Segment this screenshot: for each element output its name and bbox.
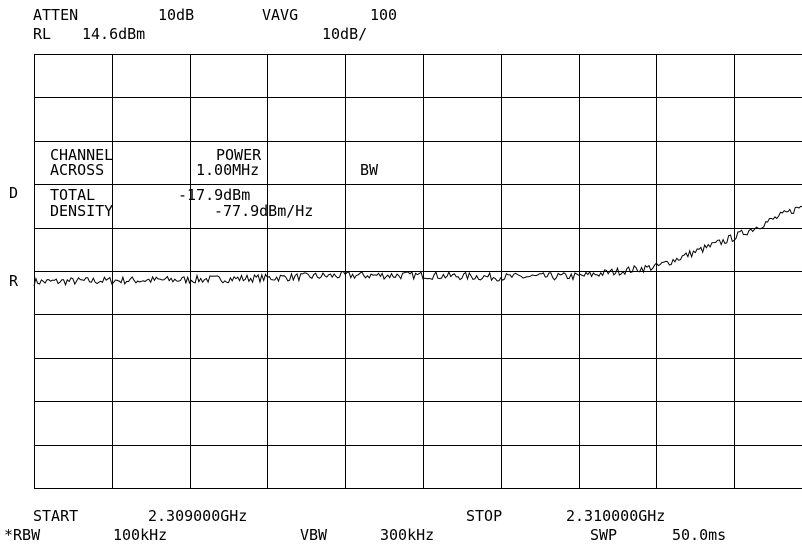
start-label: START bbox=[33, 507, 79, 525]
density-value: -77.9dBm/Hz bbox=[214, 202, 314, 220]
swp-value: 50.0ms bbox=[672, 526, 727, 544]
vavg-label: VAVG bbox=[262, 6, 299, 24]
vbw-label: VBW bbox=[300, 526, 328, 544]
density-label: DENSITY bbox=[50, 202, 114, 220]
rbw-value: 100kHz bbox=[113, 526, 168, 544]
swp-label: SWP bbox=[590, 526, 618, 544]
scale-value: 10dB/ bbox=[322, 25, 368, 43]
vbw-value: 300kHz bbox=[380, 526, 435, 544]
side-label-r: R bbox=[9, 272, 19, 290]
rbw-label: *RBW bbox=[4, 526, 41, 544]
channel-label: CHANNEL bbox=[50, 146, 114, 164]
stop-label: STOP bbox=[466, 507, 503, 525]
power-label: POWER bbox=[216, 146, 262, 164]
bw-label: BW bbox=[360, 161, 379, 179]
spectrum-trace bbox=[33, 205, 802, 287]
bw-value: 1.00MHz bbox=[196, 161, 260, 179]
rl-value: 14.6dBm bbox=[82, 25, 146, 43]
atten-label: ATTEN bbox=[33, 6, 79, 24]
vavg-value: 100 bbox=[370, 6, 398, 24]
rl-label: RL bbox=[33, 25, 52, 43]
start-value: 2.309000GHz bbox=[148, 507, 248, 525]
graticule bbox=[34, 54, 802, 489]
across-label: ACROSS bbox=[50, 161, 105, 179]
side-label-d: D bbox=[9, 184, 19, 202]
total-label: TOTAL bbox=[50, 186, 96, 204]
atten-value: 10dB bbox=[158, 6, 195, 24]
total-value: -17.9dBm bbox=[178, 186, 251, 204]
stop-value: 2.310000GHz bbox=[566, 507, 666, 525]
